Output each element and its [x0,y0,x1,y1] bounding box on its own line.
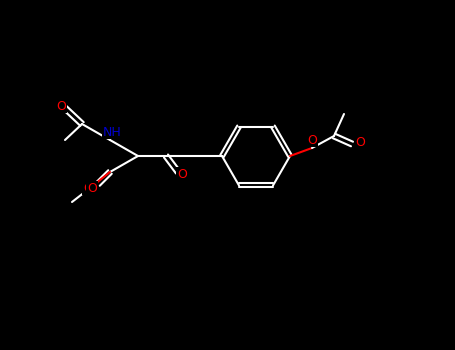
Text: O: O [307,133,317,147]
Text: O: O [87,182,97,195]
Text: O: O [355,135,365,148]
Text: O: O [83,182,93,195]
Text: O: O [56,99,66,112]
Text: O: O [177,168,187,181]
Text: NH: NH [103,126,121,139]
